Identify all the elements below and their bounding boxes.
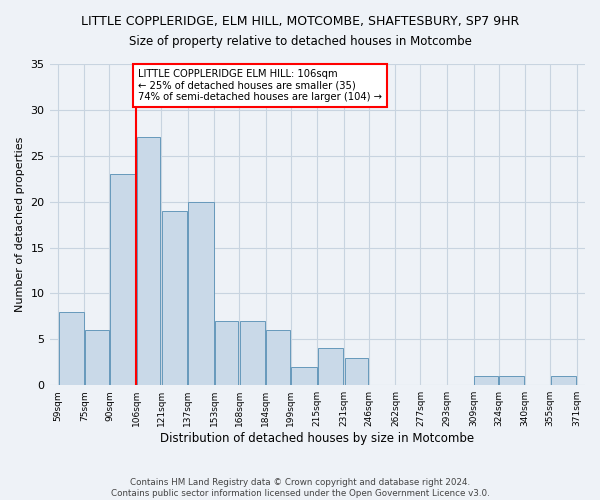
Bar [266,330,290,385]
Bar [474,376,498,385]
Y-axis label: Number of detached properties: Number of detached properties [15,137,25,312]
Bar [85,330,109,385]
Bar [318,348,343,385]
Bar [499,376,524,385]
Text: LITTLE COPPLERIDGE, ELM HILL, MOTCOMBE, SHAFTESBURY, SP7 9HR: LITTLE COPPLERIDGE, ELM HILL, MOTCOMBE, … [81,15,519,28]
Bar [188,202,214,385]
Bar [59,312,84,385]
Bar [292,367,317,385]
X-axis label: Distribution of detached houses by size in Motcombe: Distribution of detached houses by size … [160,432,475,445]
Bar [137,138,160,385]
Bar [215,321,238,385]
Bar [110,174,136,385]
Bar [551,376,576,385]
Text: Contains HM Land Registry data © Crown copyright and database right 2024.
Contai: Contains HM Land Registry data © Crown c… [110,478,490,498]
Bar [240,321,265,385]
Text: LITTLE COPPLERIDGE ELM HILL: 106sqm
← 25% of detached houses are smaller (35)
74: LITTLE COPPLERIDGE ELM HILL: 106sqm ← 25… [137,68,382,102]
Text: Size of property relative to detached houses in Motcombe: Size of property relative to detached ho… [128,35,472,48]
Bar [161,211,187,385]
Bar [344,358,368,385]
